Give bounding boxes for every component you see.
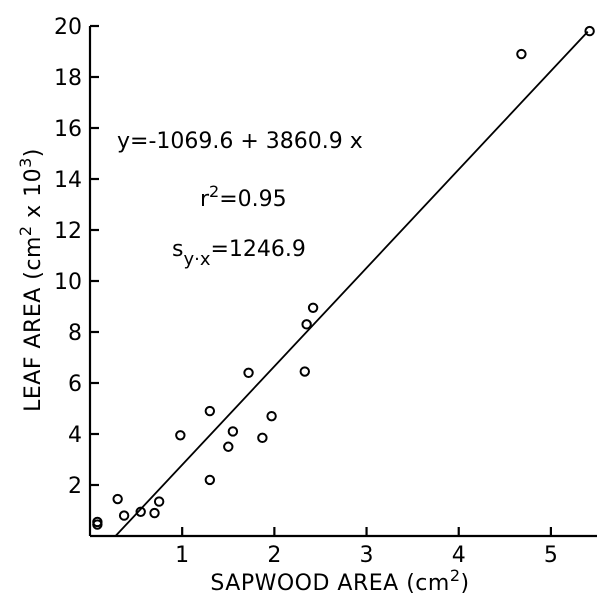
y-tick-label: 18 [54,66,82,91]
y-tick-label: 10 [54,270,82,295]
x-tick-label: 3 [360,543,374,568]
data-point [149,507,160,519]
y-axis-title: LEAF AREA (cm2 x 103) [16,148,46,412]
data-point [301,319,312,330]
data-point [307,302,319,313]
data-point [223,441,234,452]
data-point [204,405,216,417]
y-tick-label: 6 [68,372,82,397]
y-tick-label: 14 [54,168,82,193]
x-axis-title: SAPWOOD AREA (cm2) [210,566,469,596]
data-point [135,506,146,517]
data-point [243,367,254,378]
data-point [204,474,216,486]
y-tick-label: 12 [54,219,82,244]
y-tick-label: 16 [54,117,82,142]
data-points [92,25,595,530]
x-tick-label: 1 [175,543,189,568]
data-point [175,430,186,441]
x-tick-label: 4 [452,543,466,568]
y-tick-label: 20 [54,15,82,40]
y-tick-label: 2 [68,474,82,499]
y-tick-label: 4 [68,423,82,448]
y-tick-label: 8 [68,321,82,346]
r-squared-label: r2=0.95 [200,182,287,212]
data-point [92,519,103,530]
data-point [584,25,595,37]
data-point [516,48,527,60]
data-point [118,510,130,521]
regression-line [114,31,589,537]
data-point [299,366,310,377]
data-point [112,493,123,505]
regression-equation: y=-1069.6 + 3860.9 x [117,129,363,154]
data-point [266,410,277,422]
ticks [90,24,553,536]
standard-error-label: sy·x=1246.9 [172,237,306,270]
x-tick-label: 5 [544,543,558,568]
data-point [257,432,268,444]
x-tick-label: 2 [267,543,281,568]
data-point [153,496,165,507]
data-point [227,426,239,437]
